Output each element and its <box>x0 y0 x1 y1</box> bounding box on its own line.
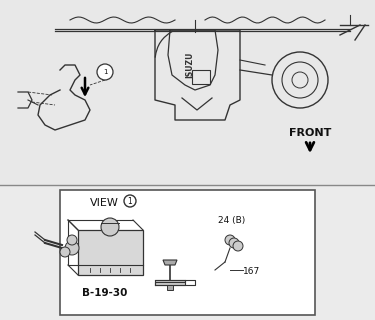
Bar <box>0 185 375 320</box>
FancyBboxPatch shape <box>60 190 315 315</box>
Circle shape <box>225 235 235 245</box>
Polygon shape <box>163 260 177 265</box>
Circle shape <box>124 195 136 207</box>
Circle shape <box>101 218 119 236</box>
Circle shape <box>65 241 79 255</box>
Text: 167: 167 <box>243 268 260 276</box>
Circle shape <box>67 235 77 245</box>
Text: 1: 1 <box>128 196 132 205</box>
Text: VIEW: VIEW <box>90 198 119 208</box>
Circle shape <box>60 247 70 257</box>
Bar <box>78 230 143 275</box>
Text: ISUZU: ISUZU <box>186 52 195 78</box>
Circle shape <box>97 64 113 80</box>
Bar <box>0 0 375 185</box>
Bar <box>155 280 185 285</box>
Text: B-19-30: B-19-30 <box>82 288 128 298</box>
Text: 1: 1 <box>103 69 107 75</box>
Text: 24 (B): 24 (B) <box>218 216 246 225</box>
Bar <box>167 285 173 290</box>
Text: FRONT: FRONT <box>289 128 331 138</box>
Circle shape <box>233 241 243 251</box>
Circle shape <box>229 238 239 248</box>
Bar <box>192 70 210 84</box>
